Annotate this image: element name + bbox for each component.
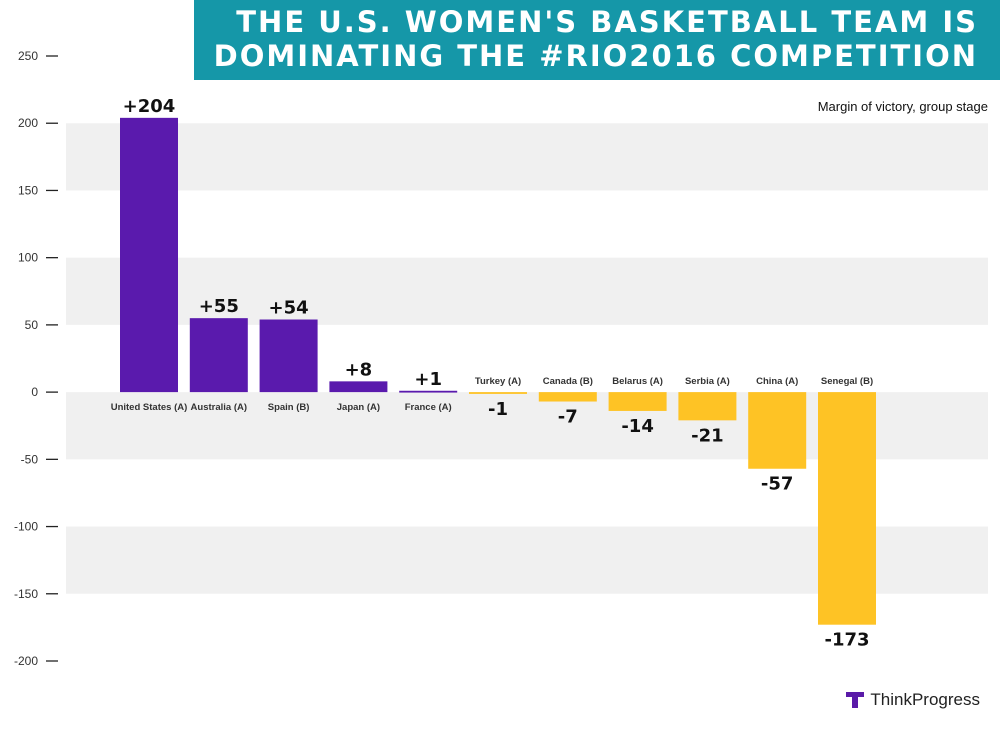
data-label-8: -21	[691, 425, 724, 446]
category-label-5: Turkey (A)	[475, 376, 521, 387]
data-label-2: +54	[269, 298, 309, 319]
title-line-1: THE U.S. WOMEN'S BASKETBALL TEAM IS	[236, 5, 978, 39]
bar-8	[678, 392, 737, 421]
y-tick-label: 50	[25, 318, 39, 332]
data-label-10: -173	[824, 630, 869, 651]
category-label-3: Japan (A)	[337, 402, 380, 413]
category-label-4: France (A)	[405, 402, 452, 413]
y-tick-label: 250	[18, 49, 38, 63]
category-label-2: Spain (B)	[268, 402, 310, 413]
bar-10	[818, 392, 876, 625]
category-label-7: Belarus (A)	[612, 376, 663, 387]
bar-5	[469, 392, 527, 394]
brand-logo: ThinkProgress	[846, 690, 980, 710]
title-line-2: DOMINATING THE #RIO2016 COMPETITION	[213, 38, 978, 73]
y-tick-label: 0	[31, 385, 38, 399]
bar-6	[538, 392, 597, 402]
data-label-6: -7	[558, 407, 578, 428]
bar-4	[399, 390, 458, 393]
data-label-3: +8	[345, 359, 373, 380]
category-label-0: United States (A)	[111, 402, 188, 413]
thinkprogress-logo-icon	[846, 692, 865, 708]
data-label-9: -57	[761, 474, 794, 495]
data-label-0: +204	[123, 96, 176, 117]
bar-0	[120, 117, 178, 393]
category-label-1: Australia (A)	[191, 402, 247, 413]
bar-9	[748, 392, 807, 469]
data-label-5: -1	[488, 399, 508, 420]
bar-3	[329, 381, 388, 393]
chart-subtitle: Margin of victory, group stage	[817, 99, 988, 114]
category-label-9: China (A)	[756, 376, 798, 387]
data-label-1: +55	[199, 296, 239, 317]
bar-2	[259, 319, 318, 393]
grid-band	[66, 123, 988, 191]
y-tick-label: -100	[14, 520, 38, 534]
y-tick-label: 150	[18, 183, 38, 197]
data-label-4: +1	[414, 369, 442, 390]
bar-7	[608, 392, 667, 411]
category-label-8: Serbia (A)	[685, 376, 730, 387]
y-tick-label: -150	[14, 587, 38, 601]
bar-1	[189, 318, 248, 393]
y-tick-label: 100	[18, 251, 38, 265]
y-tick-label: -50	[21, 452, 39, 466]
data-label-7: -14	[621, 416, 654, 437]
grid-band	[66, 257, 988, 325]
category-label-6: Canada (B)	[543, 376, 593, 387]
chart-title: THE U.S. WOMEN'S BASKETBALL TEAM IS DOMI…	[193, 0, 1000, 80]
y-tick-label: -200	[14, 654, 38, 668]
category-label-10: Senegal (B)	[821, 376, 873, 387]
y-tick-label: 200	[18, 116, 38, 130]
brand-name: ThinkProgress	[870, 690, 980, 709]
